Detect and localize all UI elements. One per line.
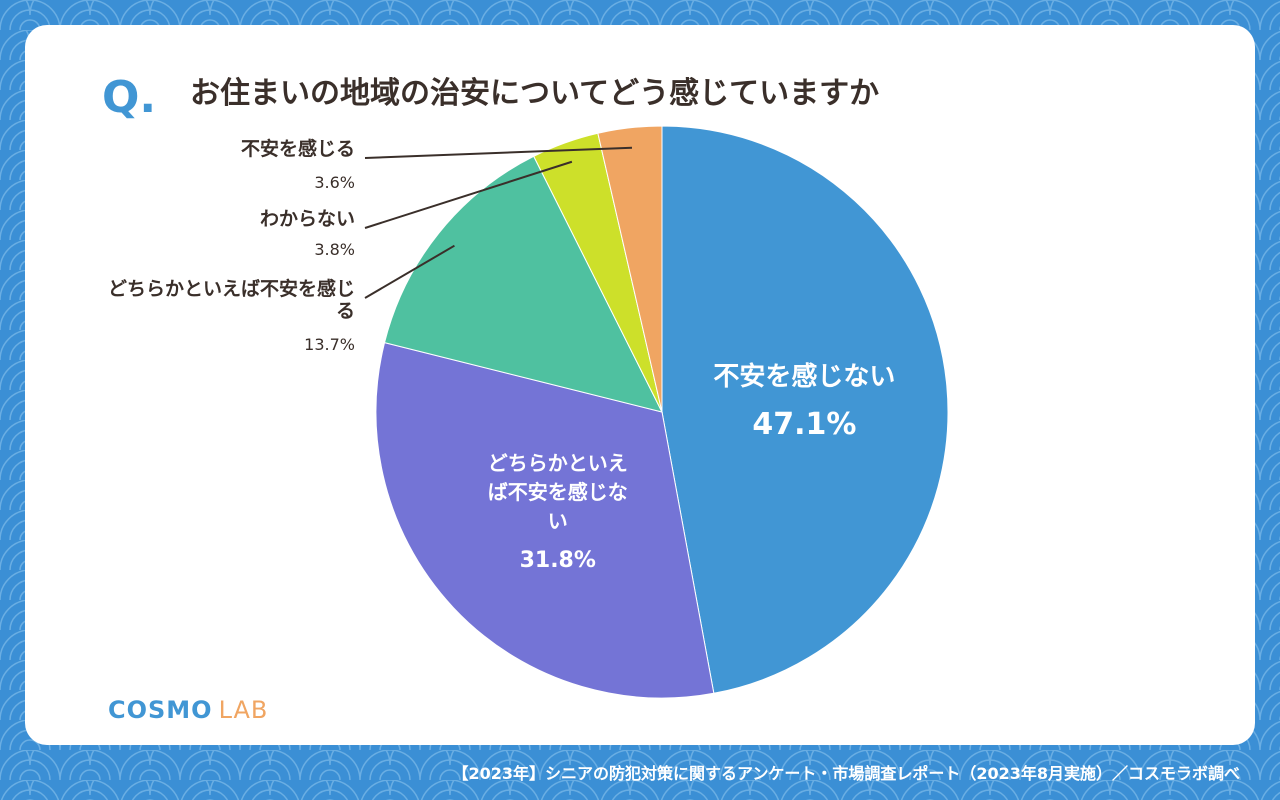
pie-slice bbox=[375, 342, 715, 699]
footer: 【2023年】シニアの防犯対策に関するアンケート・市場調査レポート（2023年8… bbox=[452, 764, 1240, 783]
leader-line bbox=[364, 160, 573, 229]
outer-slice-name: 不安を感じる bbox=[240, 138, 355, 160]
outer-slice-value: 3.6% bbox=[314, 173, 355, 192]
question-marker: Q. bbox=[102, 72, 157, 123]
pie-slice bbox=[597, 125, 663, 413]
slice-label: どちらかといえば不安を感じない 31.8% bbox=[483, 447, 633, 573]
outer-slice-value: 13.7% bbox=[304, 335, 355, 354]
chart-title: お住まいの地域の治安についてどう感じていますか bbox=[190, 76, 880, 111]
pie-slice bbox=[383, 155, 663, 413]
outer-slice-value: 3.8% bbox=[314, 240, 355, 259]
outer-slice-name: どちらかといえば不安を感じる bbox=[107, 278, 355, 322]
outer-slice-name: わからない bbox=[259, 208, 355, 230]
slice-name: どちらかといえば不安を感じない bbox=[487, 450, 628, 533]
slice-name: 不安を感じない bbox=[713, 361, 896, 392]
slice-value: 31.8% bbox=[519, 547, 596, 573]
slice-label: 不安を感じない 47.1% bbox=[684, 356, 924, 442]
logo-name: COSMO bbox=[108, 696, 213, 724]
logo: COSMO LAB bbox=[108, 696, 268, 724]
leader-line bbox=[364, 146, 633, 159]
logo-suffix: LAB bbox=[218, 696, 269, 724]
slice-value: 47.1% bbox=[752, 406, 857, 442]
pie-slice bbox=[661, 125, 949, 694]
leader-line bbox=[364, 244, 455, 299]
